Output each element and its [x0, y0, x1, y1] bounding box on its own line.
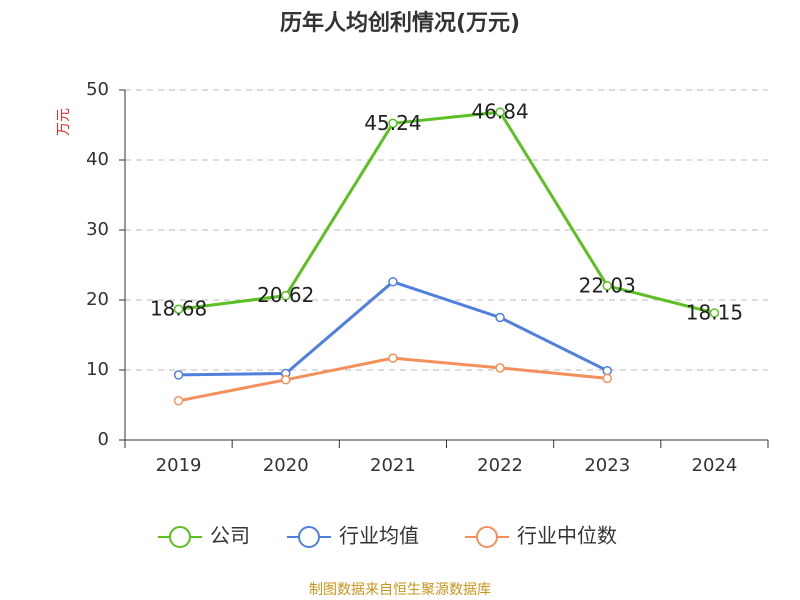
series-line [178, 356, 608, 403]
y-tick-label: 40 [86, 149, 109, 170]
legend-label: 公司 [210, 524, 250, 548]
legend-marker [169, 526, 191, 548]
x-tick-label: 2021 [370, 455, 416, 476]
point [173, 304, 184, 314]
legend-marker [476, 526, 498, 548]
x-tick-label: 2022 [477, 455, 523, 476]
legend-marker [298, 526, 320, 548]
point [495, 107, 505, 117]
y-tick-label: 20 [86, 289, 109, 310]
data-label: 20.62 [257, 283, 314, 307]
data-label: 18.68 [150, 297, 207, 321]
x-tick-label: 2019 [156, 455, 202, 476]
legend-label: 行业中位数 [517, 524, 617, 548]
source-note: 制图数据来自恒生聚源数据库 [309, 582, 491, 598]
point [388, 277, 398, 287]
point [602, 373, 612, 384]
point [173, 370, 184, 380]
data-label: 22.03 [579, 273, 636, 297]
point [602, 365, 612, 376]
chart-title: 历年人均创利情况(万元) [280, 10, 520, 36]
y-tick-label: 30 [86, 219, 109, 240]
y-tick-label: 0 [98, 429, 109, 450]
y-tick-label: 50 [86, 79, 109, 100]
point [281, 375, 291, 385]
y-axis-label: 万元 [56, 108, 72, 136]
point [388, 118, 398, 129]
legend-label: 行业均值 [339, 524, 419, 548]
data-label: 45.24 [364, 111, 421, 135]
x-tick-label: 2020 [263, 455, 309, 476]
series-line [178, 110, 715, 315]
point [602, 281, 612, 291]
point [495, 312, 505, 323]
point [388, 353, 398, 363]
point [495, 363, 505, 373]
data-label: 46.84 [471, 100, 528, 124]
y-tick-label: 10 [86, 359, 109, 380]
point [173, 396, 184, 406]
data-label: 18.15 [686, 300, 743, 324]
point [281, 290, 291, 301]
point [709, 308, 720, 318]
x-tick-label: 2024 [692, 455, 738, 476]
x-tick-label: 2023 [584, 455, 630, 476]
